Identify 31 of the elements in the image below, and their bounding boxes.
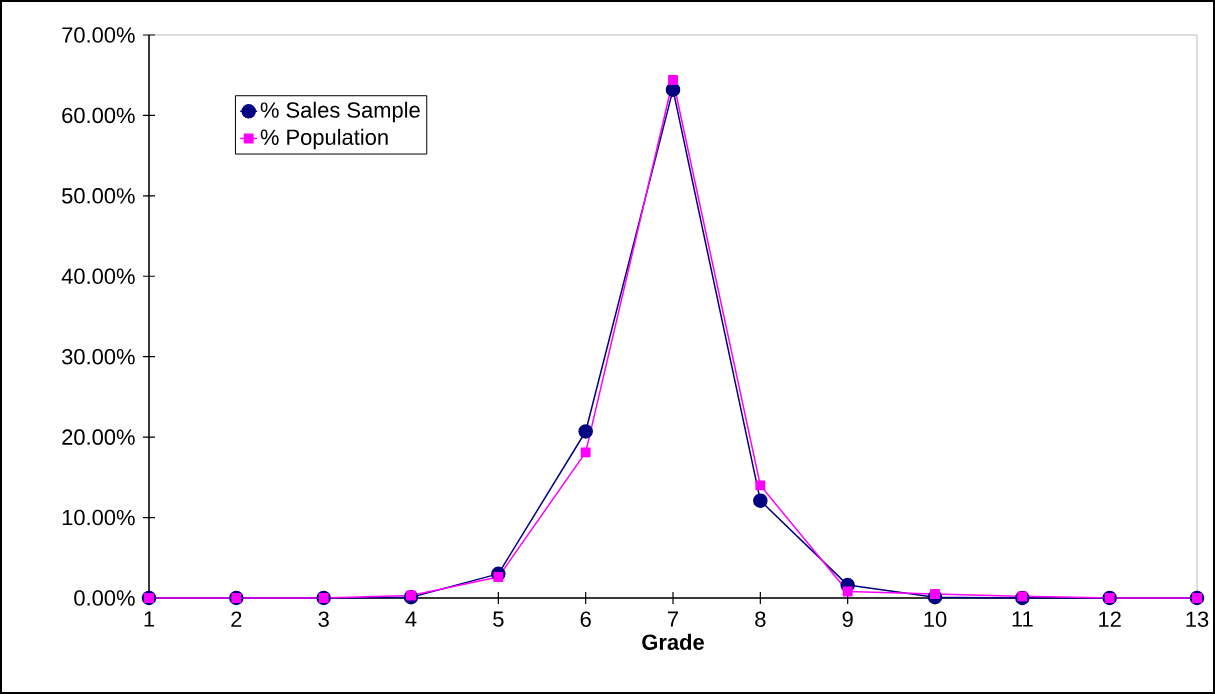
point — [753, 493, 768, 508]
y-tick-label: 30.00% — [62, 348, 135, 365]
x-axis-title: Grade — [642, 633, 704, 650]
x-tick-label: 12 — [1099, 611, 1121, 627]
y-tick-label: 50.00% — [62, 188, 135, 204]
point — [842, 586, 853, 597]
legend-label: % Sales Sample — [260, 101, 420, 123]
x-tick-label: 3 — [318, 611, 329, 628]
y-tick-label: 0.00% — [74, 590, 135, 606]
y-tick-label: 40.00% — [61, 268, 135, 285]
x-tick-label: 5 — [493, 611, 504, 627]
point — [578, 424, 593, 439]
x-tick-label: 6 — [580, 611, 591, 628]
x-tick-label: 11 — [1012, 611, 1033, 627]
x-tick-label: 1 — [144, 611, 155, 627]
x-tick-label: 9 — [842, 611, 853, 628]
y-tick-label: 20.00% — [62, 429, 135, 445]
point — [755, 480, 766, 491]
x-tick-label: 4 — [405, 611, 417, 627]
x-tick-label: 2 — [231, 611, 242, 627]
y-tick-label: 60.00% — [62, 107, 135, 124]
point — [668, 75, 678, 85]
x-tick-label: 13 — [1186, 611, 1209, 628]
legend-label: % Population — [260, 128, 388, 150]
x-tick-label: 8 — [755, 611, 766, 628]
y-tick-label: 70.00% — [62, 27, 135, 43]
x-tick-label: 7 — [668, 611, 679, 627]
x-tick-label: 10 — [924, 611, 947, 628]
point — [493, 572, 504, 583]
point — [580, 447, 591, 458]
y-tick-label: 10.00% — [62, 509, 135, 526]
